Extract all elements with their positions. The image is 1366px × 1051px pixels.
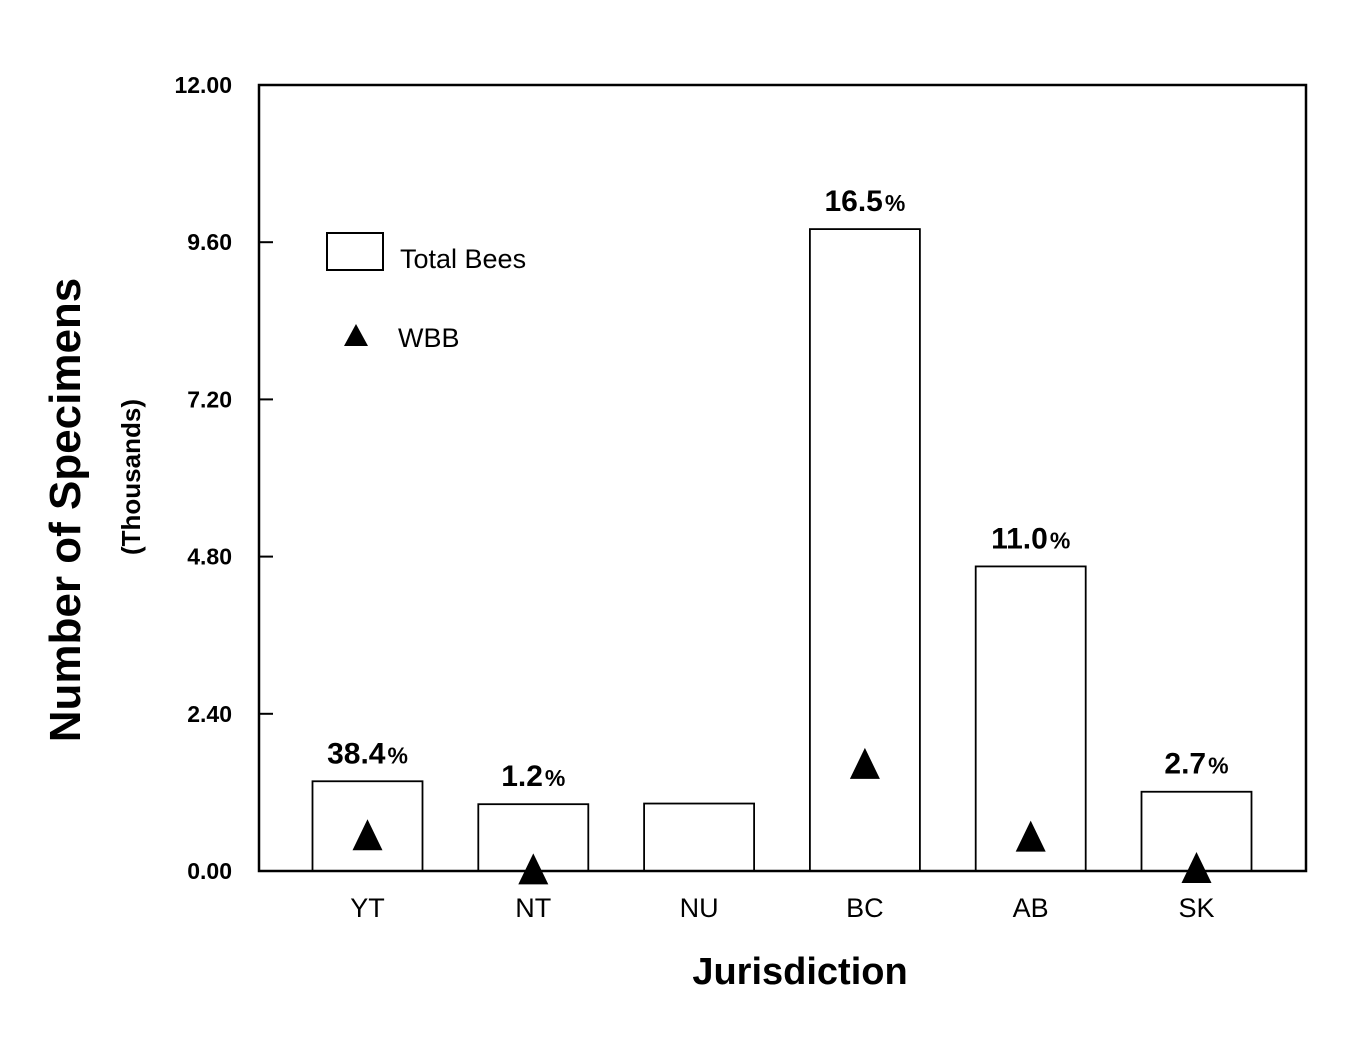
bar-percentage-label-ab: 11.0% <box>991 522 1070 555</box>
legend: Total Bees WBB <box>326 232 526 353</box>
y-axis-title: Number of Specimens <box>41 278 90 743</box>
legend-total-bees-swatch <box>326 232 384 271</box>
x-axis-title: Jurisdiction <box>692 951 907 993</box>
x-tick-label-ab: AB <box>1013 893 1049 923</box>
wbb-marker-ab <box>1015 820 1046 852</box>
wbb-marker-bc <box>849 747 880 779</box>
bar-percentage-label-yt: 38.4% <box>327 737 408 770</box>
bar-percentage-label-bc: 16.5% <box>824 185 905 218</box>
wbb-marker-yt <box>352 819 383 851</box>
x-tick-label-nt: NT <box>515 893 551 923</box>
x-tick-label-sk: SK <box>1178 893 1214 923</box>
legend-wbb-triangle-icon <box>344 324 368 346</box>
y-axis-subtitle: (Thousands) <box>116 399 146 555</box>
y-tick-label: 0.00 <box>187 858 232 884</box>
plot-frame <box>257 83 1308 873</box>
y-axis-ticks-layer: 0.00 2.40 4.80 7.20 9.60 12.00 <box>174 72 273 884</box>
legend-total-bees-label: Total Bees <box>400 244 526 274</box>
wbb-marker-sk <box>1181 852 1212 884</box>
bar-percentage-label-nt: 1.2% <box>501 760 565 793</box>
y-tick-label: 12.00 <box>174 72 232 98</box>
y-tick-label: 7.20 <box>187 386 232 412</box>
percentage-labels-layer: 38.4% 1.2% 16.5% 11.0% 2.7% <box>327 185 1229 793</box>
x-axis-labels-layer: YT NT NU BC AB SK <box>350 893 1214 923</box>
x-tick-label-bc: BC <box>846 893 884 923</box>
bar-percentage-label-sk: 2.7% <box>1164 748 1228 781</box>
legend-wbb-label: WBB <box>398 323 460 353</box>
wbb-marker-nt <box>518 853 549 885</box>
y-tick-label: 2.40 <box>187 701 232 727</box>
bar-total-bees-ab <box>974 565 1087 872</box>
y-tick-label: 4.80 <box>187 544 232 570</box>
wbb-markers-layer <box>352 747 1212 885</box>
x-tick-label-yt: YT <box>350 893 385 923</box>
x-tick-label-nu: NU <box>680 893 719 923</box>
bar-total-bees-nu <box>643 802 755 872</box>
y-tick-label: 9.60 <box>187 229 232 255</box>
